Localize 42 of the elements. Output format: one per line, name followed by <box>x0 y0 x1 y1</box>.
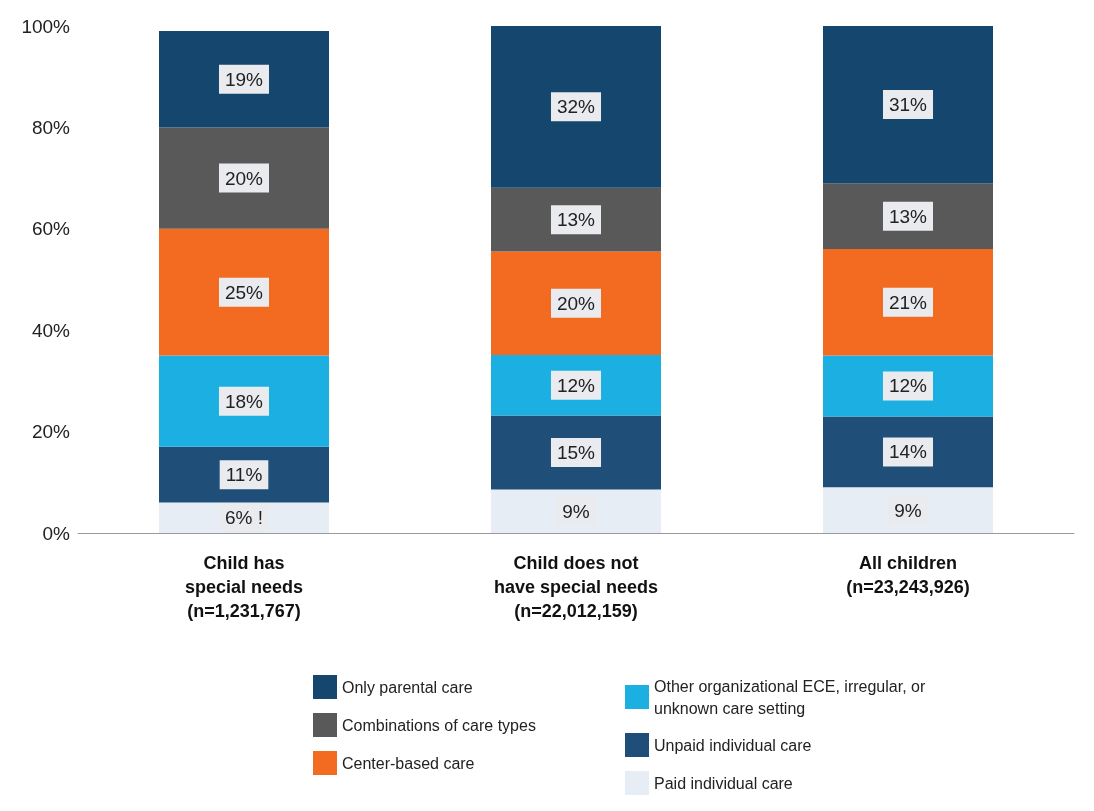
data-label: 31% <box>888 94 928 116</box>
x-tick-label: Child has special needs (n=1,231,767) <box>184 553 304 621</box>
y-tick-label: 20% <box>31 421 71 443</box>
data-label: 13% <box>556 209 596 231</box>
data-label: 9% <box>894 499 922 521</box>
data-label: 6% ! <box>224 507 264 529</box>
data-label: 9% <box>562 500 590 522</box>
data-label: 25% <box>224 281 264 303</box>
bar <box>491 251 661 356</box>
data-label: 13% <box>888 205 928 227</box>
y-tick-label: 100% <box>21 15 71 37</box>
data-label: 12% <box>556 374 596 396</box>
bar <box>159 31 329 128</box>
data-label: 14% <box>888 441 928 463</box>
legend-label: Paid individual care <box>654 774 793 792</box>
y-tick-label: 0% <box>42 522 71 544</box>
bar <box>159 127 329 229</box>
legend-label: Other organizational ECE, irregular, or unknown care setting <box>654 677 930 717</box>
data-label: 20% <box>224 167 264 189</box>
y-tick-label: 40% <box>31 319 71 341</box>
bar <box>159 228 329 356</box>
y-tick-label: 60% <box>31 218 71 240</box>
legend-label: Combinations of care types <box>342 716 536 734</box>
data-label: 18% <box>224 390 264 412</box>
data-label: 12% <box>888 375 928 397</box>
legend-label: Center-based care <box>342 754 475 772</box>
bar <box>491 26 661 188</box>
x-tick-label: Child does not have special needs (n=22,012,159) <box>493 553 659 621</box>
data-label: 15% <box>556 441 596 463</box>
data-label: 11% <box>225 464 263 486</box>
bar <box>823 249 993 356</box>
bar <box>159 355 329 447</box>
bar <box>823 487 993 533</box>
bar <box>823 26 993 184</box>
data-label: 21% <box>888 291 928 313</box>
data-label: 19% <box>224 68 264 90</box>
y-tick-label: 80% <box>31 116 71 138</box>
x-tick-label: All children (n=23,243,926) <box>846 553 970 597</box>
legend-label: Only parental care <box>342 678 473 696</box>
data-label: 32% <box>556 96 596 118</box>
legend-label: Unpaid individual care <box>654 736 812 754</box>
data-label: 20% <box>556 292 596 314</box>
